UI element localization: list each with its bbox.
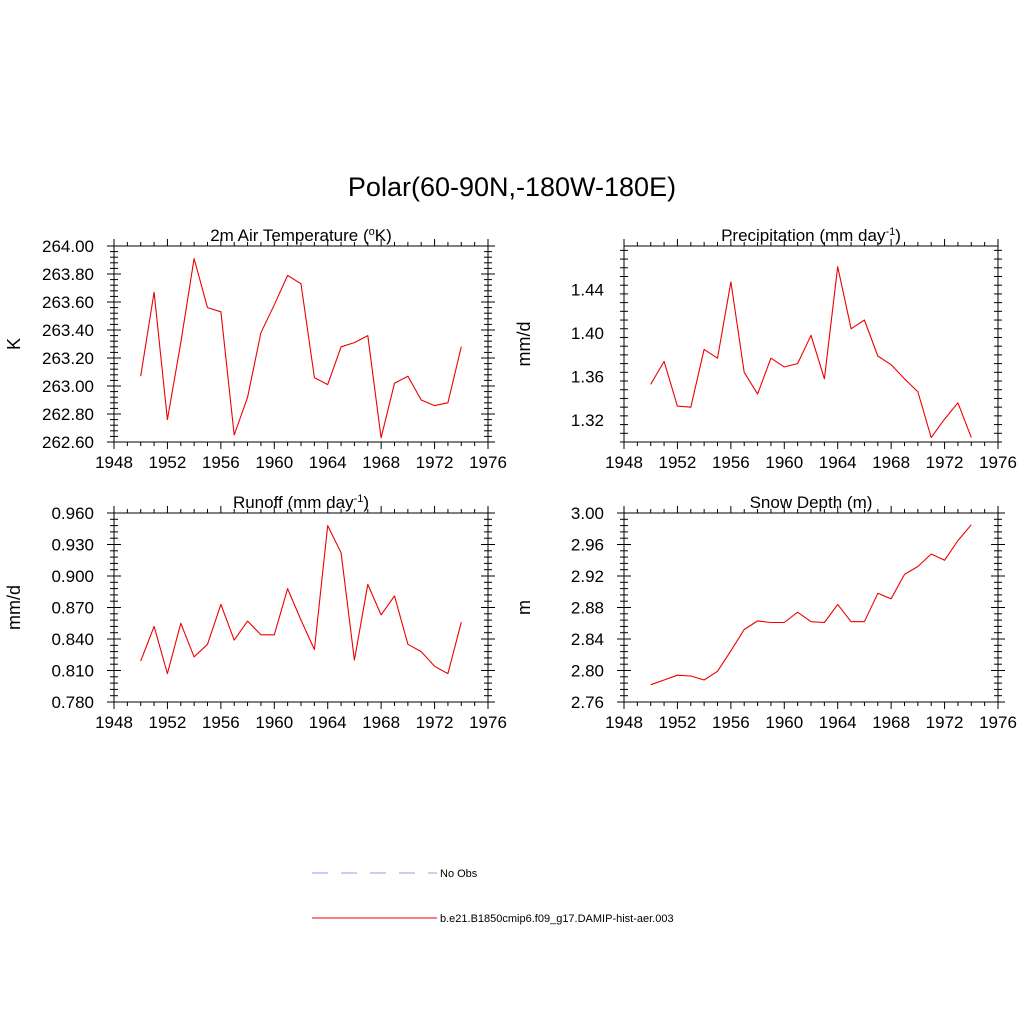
y-tick-label: 264.00	[42, 237, 94, 256]
x-tick-label: 1968	[362, 713, 400, 732]
x-tick-label: 1976	[979, 453, 1017, 472]
y-tick-label: 263.20	[42, 349, 94, 368]
x-tick-label: 1976	[979, 713, 1017, 732]
x-tick-label: 1968	[362, 453, 400, 472]
x-tick-label: 1968	[872, 713, 910, 732]
y-tick-label: 1.32	[571, 411, 604, 430]
page-title: Polar(60-90N,-180W-180E)	[347, 172, 677, 202]
y-tick-label: 263.80	[42, 265, 94, 284]
y-tick-label: 2.76	[571, 693, 604, 712]
plot-frame	[113, 512, 489, 703]
y-tick-label: 0.870	[51, 599, 94, 618]
plot-frame	[623, 512, 999, 703]
series-line-1	[650, 524, 972, 686]
x-tick-label: 1952	[149, 713, 187, 732]
x-tick-label: 1972	[926, 453, 964, 472]
x-tick-label: 1964	[819, 713, 857, 732]
x-tick-label: 1968	[872, 453, 910, 472]
panel-title: Runoff (mm day-1)	[233, 493, 369, 512]
x-tick-label: 1964	[819, 453, 857, 472]
x-tick-label: 1960	[255, 713, 293, 732]
y-tick-label: 1.40	[571, 324, 604, 343]
y-tick-label: 2.84	[571, 630, 604, 649]
y-tick-label: 2.80	[571, 662, 604, 681]
y-tick-label: 0.780	[51, 693, 94, 712]
y-tick-label: 262.80	[42, 405, 94, 424]
y-axis-label: mm/d	[514, 322, 534, 367]
chart-panel-1: 1948 1952 1956 1960 1964 1968 1972 1976 262.60 26…	[4, 226, 507, 472]
y-axis-label: m	[514, 600, 534, 615]
y-tick-label: 1.36	[571, 368, 604, 387]
x-tick-label: 1976	[469, 713, 507, 732]
x-tick-label: 1972	[416, 453, 454, 472]
x-tick-label: 1960	[255, 453, 293, 472]
plot-frame	[113, 245, 489, 443]
x-tick-label: 1952	[659, 713, 697, 732]
x-tick-label: 1956	[712, 713, 750, 732]
x-tick-label: 1960	[765, 713, 803, 732]
y-axis-label: mm/d	[4, 585, 24, 630]
y-tick-label: 263.60	[42, 293, 94, 312]
y-axis-label: K	[4, 338, 24, 350]
y-tick-label: 2.88	[571, 599, 604, 618]
panel-title: Snow Depth (m)	[750, 493, 873, 512]
x-tick-label: 1948	[95, 713, 133, 732]
x-tick-label: 1948	[605, 453, 643, 472]
x-tick-label: 1964	[309, 453, 347, 472]
chart-panel-4: 1948 1952 1956 1960 1964 1968 1972 1976 2.76 2.80…	[514, 493, 1017, 732]
y-tick-label: 262.60	[42, 433, 94, 452]
plot-frame	[623, 245, 999, 443]
x-tick-label: 1948	[605, 713, 643, 732]
chart-panel-3: 1948 1952 1956 1960 1964 1968 1972 1976 0.780 0.8…	[4, 493, 507, 732]
y-tick-label: 0.810	[51, 662, 94, 681]
panel-title: 2m Air Temperature (oK)	[210, 226, 392, 245]
x-tick-label: 1952	[659, 453, 697, 472]
x-tick-label: 1952	[149, 453, 187, 472]
x-tick-label: 1976	[469, 453, 507, 472]
legend-label: No Obs	[440, 868, 478, 880]
x-tick-label: 1948	[95, 453, 133, 472]
x-tick-label: 1956	[712, 453, 750, 472]
chart-panel-2: 1948 1952 1956 1960 1964 1968 1972 1976 1.32 1.36…	[514, 226, 1017, 472]
x-tick-label: 1964	[309, 713, 347, 732]
series-line-1	[140, 258, 462, 439]
series-line-1	[140, 525, 462, 675]
y-tick-label: 0.900	[51, 567, 94, 586]
legend-label: b.e21.B1850cmip6.f09_g17.DAMIP-hist-aer.…	[440, 913, 674, 925]
y-tick-label: 1.44	[571, 281, 604, 300]
y-tick-label: 0.960	[51, 504, 94, 523]
y-tick-label: 0.930	[51, 536, 94, 555]
x-tick-label: 1960	[765, 453, 803, 472]
x-tick-label: 1956	[202, 453, 240, 472]
panel-title: Precipitation (mm day-1)	[721, 226, 901, 245]
y-tick-label: 2.96	[571, 536, 604, 555]
y-tick-label: 2.92	[571, 567, 604, 586]
x-tick-label: 1956	[202, 713, 240, 732]
x-tick-label: 1972	[416, 713, 454, 732]
y-tick-label: 263.00	[42, 377, 94, 396]
y-tick-label: 263.40	[42, 321, 94, 340]
y-tick-label: 3.00	[571, 504, 604, 523]
y-tick-label: 0.840	[51, 630, 94, 649]
series-line-1	[650, 266, 972, 439]
x-tick-label: 1972	[926, 713, 964, 732]
legend: No Obs b.e21.B1850cmip6.f09_g17.DAMIP-his…	[312, 868, 674, 925]
